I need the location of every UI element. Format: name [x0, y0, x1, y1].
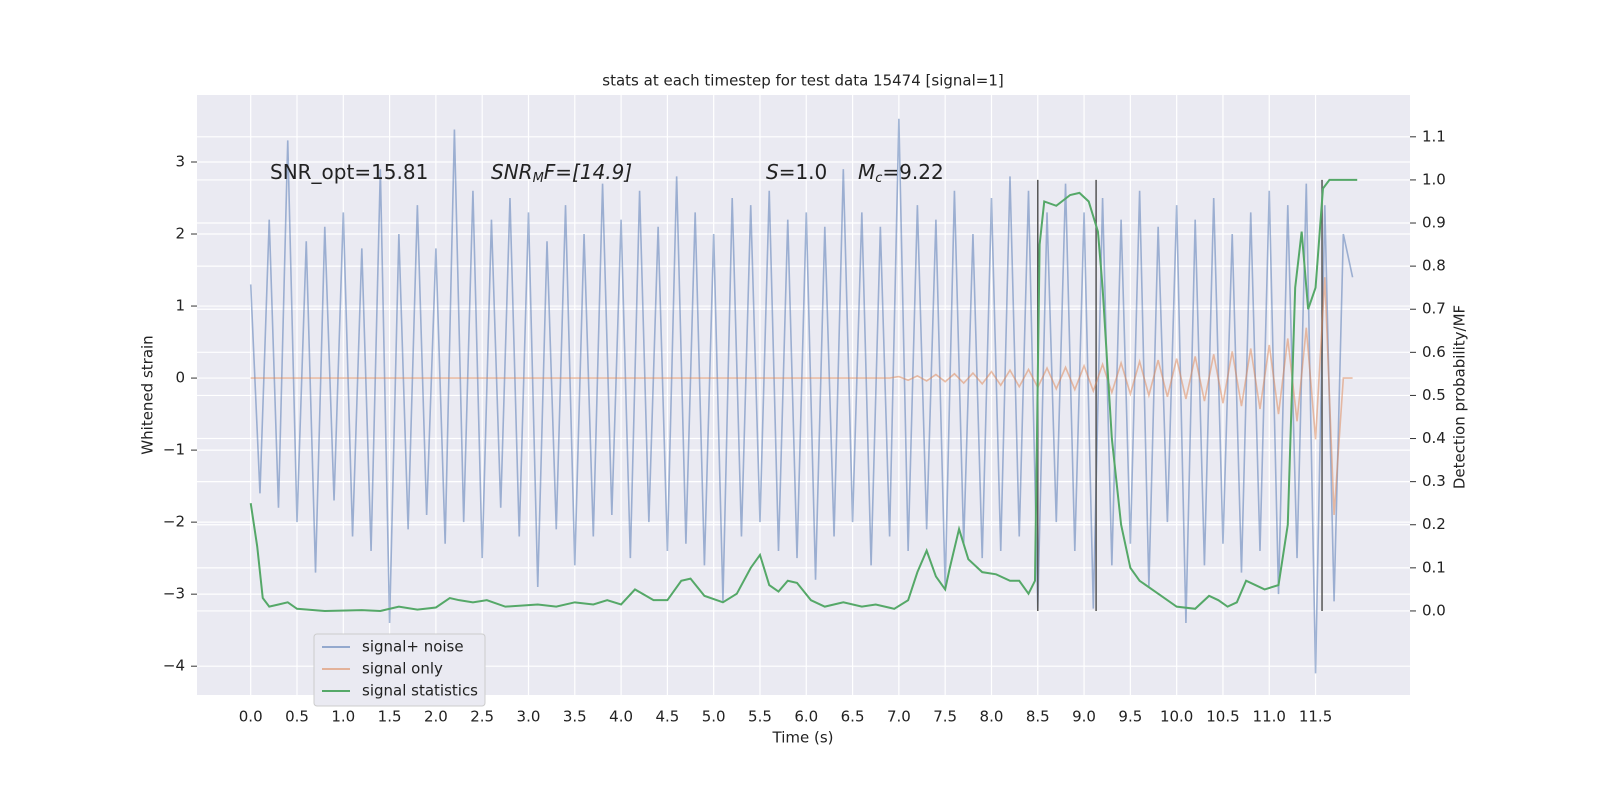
x-tick-label: 3.5 [563, 708, 587, 726]
x-tick-label: 2.0 [424, 708, 448, 726]
y2-axis-label: Detection probability/MF [1451, 305, 1469, 489]
annotation-sub: M [533, 171, 544, 186]
annotation-sub: c [875, 171, 882, 186]
x-tick-label: 7.5 [933, 708, 957, 726]
x-tick-label: 0.0 [239, 708, 263, 726]
x-tick-label: 6.5 [841, 708, 865, 726]
y2-tick-label: 0.5 [1422, 386, 1446, 404]
x-tick-label: 3.0 [517, 708, 541, 726]
y2-tick-label: 1.1 [1422, 127, 1446, 145]
x-tick-label: 11.5 [1299, 708, 1332, 726]
y2-tick-label: 0.8 [1422, 257, 1446, 275]
y2-tick-label: 0.0 [1422, 601, 1446, 619]
x-tick-label: 2.5 [470, 708, 494, 726]
annotation: SNR_opt=15.81 [270, 160, 428, 184]
x-tick-label: 1.5 [378, 708, 402, 726]
y-axis-label: Whitened strain [139, 335, 157, 454]
legend-label: signal only [362, 660, 443, 678]
x-tick-label: 10.0 [1160, 708, 1193, 726]
y2-tick-label: 1.0 [1422, 170, 1446, 188]
annotation-italic: SNR [491, 160, 533, 184]
x-tick-label: 6.0 [794, 708, 818, 726]
x-tick-label: 11.0 [1253, 708, 1286, 726]
x-tick-label: 1.0 [331, 708, 355, 726]
chart-title: stats at each timestep for test data 154… [602, 72, 1003, 90]
y2-tick-label: 0.4 [1422, 429, 1446, 447]
legend-box [313, 633, 486, 707]
annotation-text: F=[14.9] [544, 160, 632, 184]
x-tick-label: 9.0 [1072, 708, 1096, 726]
x-tick-label: 0.5 [285, 708, 309, 726]
x-tick-label: 10.5 [1206, 708, 1239, 726]
x-tick-label: 5.5 [748, 708, 772, 726]
annotation-italic: M [858, 160, 875, 184]
y2-tick-label: 0.2 [1422, 515, 1446, 533]
marks [249, 118, 1358, 674]
y-tick-label: −4 [163, 657, 185, 675]
y-tick-label: −1 [163, 441, 185, 459]
annotation-text: =1.0 [779, 160, 828, 184]
y2-tick-label: 0.7 [1422, 300, 1446, 318]
x-tick-label: 4.0 [609, 708, 633, 726]
legend-label: signal statistics [362, 682, 478, 700]
y2-tick-label: 0.3 [1422, 472, 1446, 490]
annotation-text: =9.22 [882, 160, 943, 184]
x-tick-label: 8.5 [1026, 708, 1050, 726]
y2-tick-label: 0.1 [1422, 558, 1446, 576]
series-line [250, 277, 1353, 515]
x-tick-label: 7.0 [887, 708, 911, 726]
x-tick-label: 4.5 [655, 708, 679, 726]
x-tick-label: 5.0 [702, 708, 726, 726]
y-tick-label: −2 [163, 513, 185, 531]
x-tick-label: 9.5 [1118, 708, 1142, 726]
annotation: S=1.0 [766, 160, 827, 184]
y-tick-label: −3 [163, 585, 185, 603]
annotation: Mc=9.22 [858, 160, 944, 186]
y2-tick-label: 0.9 [1422, 214, 1446, 232]
x-tick-label: 8.0 [980, 708, 1004, 726]
annotation-italic: S [766, 160, 779, 184]
series-line [249, 178, 1358, 612]
y-tick-label: 1 [175, 297, 185, 315]
y-tick-label: 2 [175, 225, 185, 243]
legend-label: signal+ noise [362, 638, 464, 656]
y2-tick-label: 0.6 [1422, 343, 1446, 361]
annotation: SNRMF=[14.9] [491, 160, 632, 186]
y-tick-label: 0 [175, 369, 185, 387]
annotation-text: SNR_opt=15.81 [270, 160, 428, 184]
series-line [249, 118, 1354, 674]
x-axis-label: Time (s) [772, 729, 834, 747]
grid [197, 95, 1410, 695]
y-tick-label: 3 [175, 152, 185, 170]
